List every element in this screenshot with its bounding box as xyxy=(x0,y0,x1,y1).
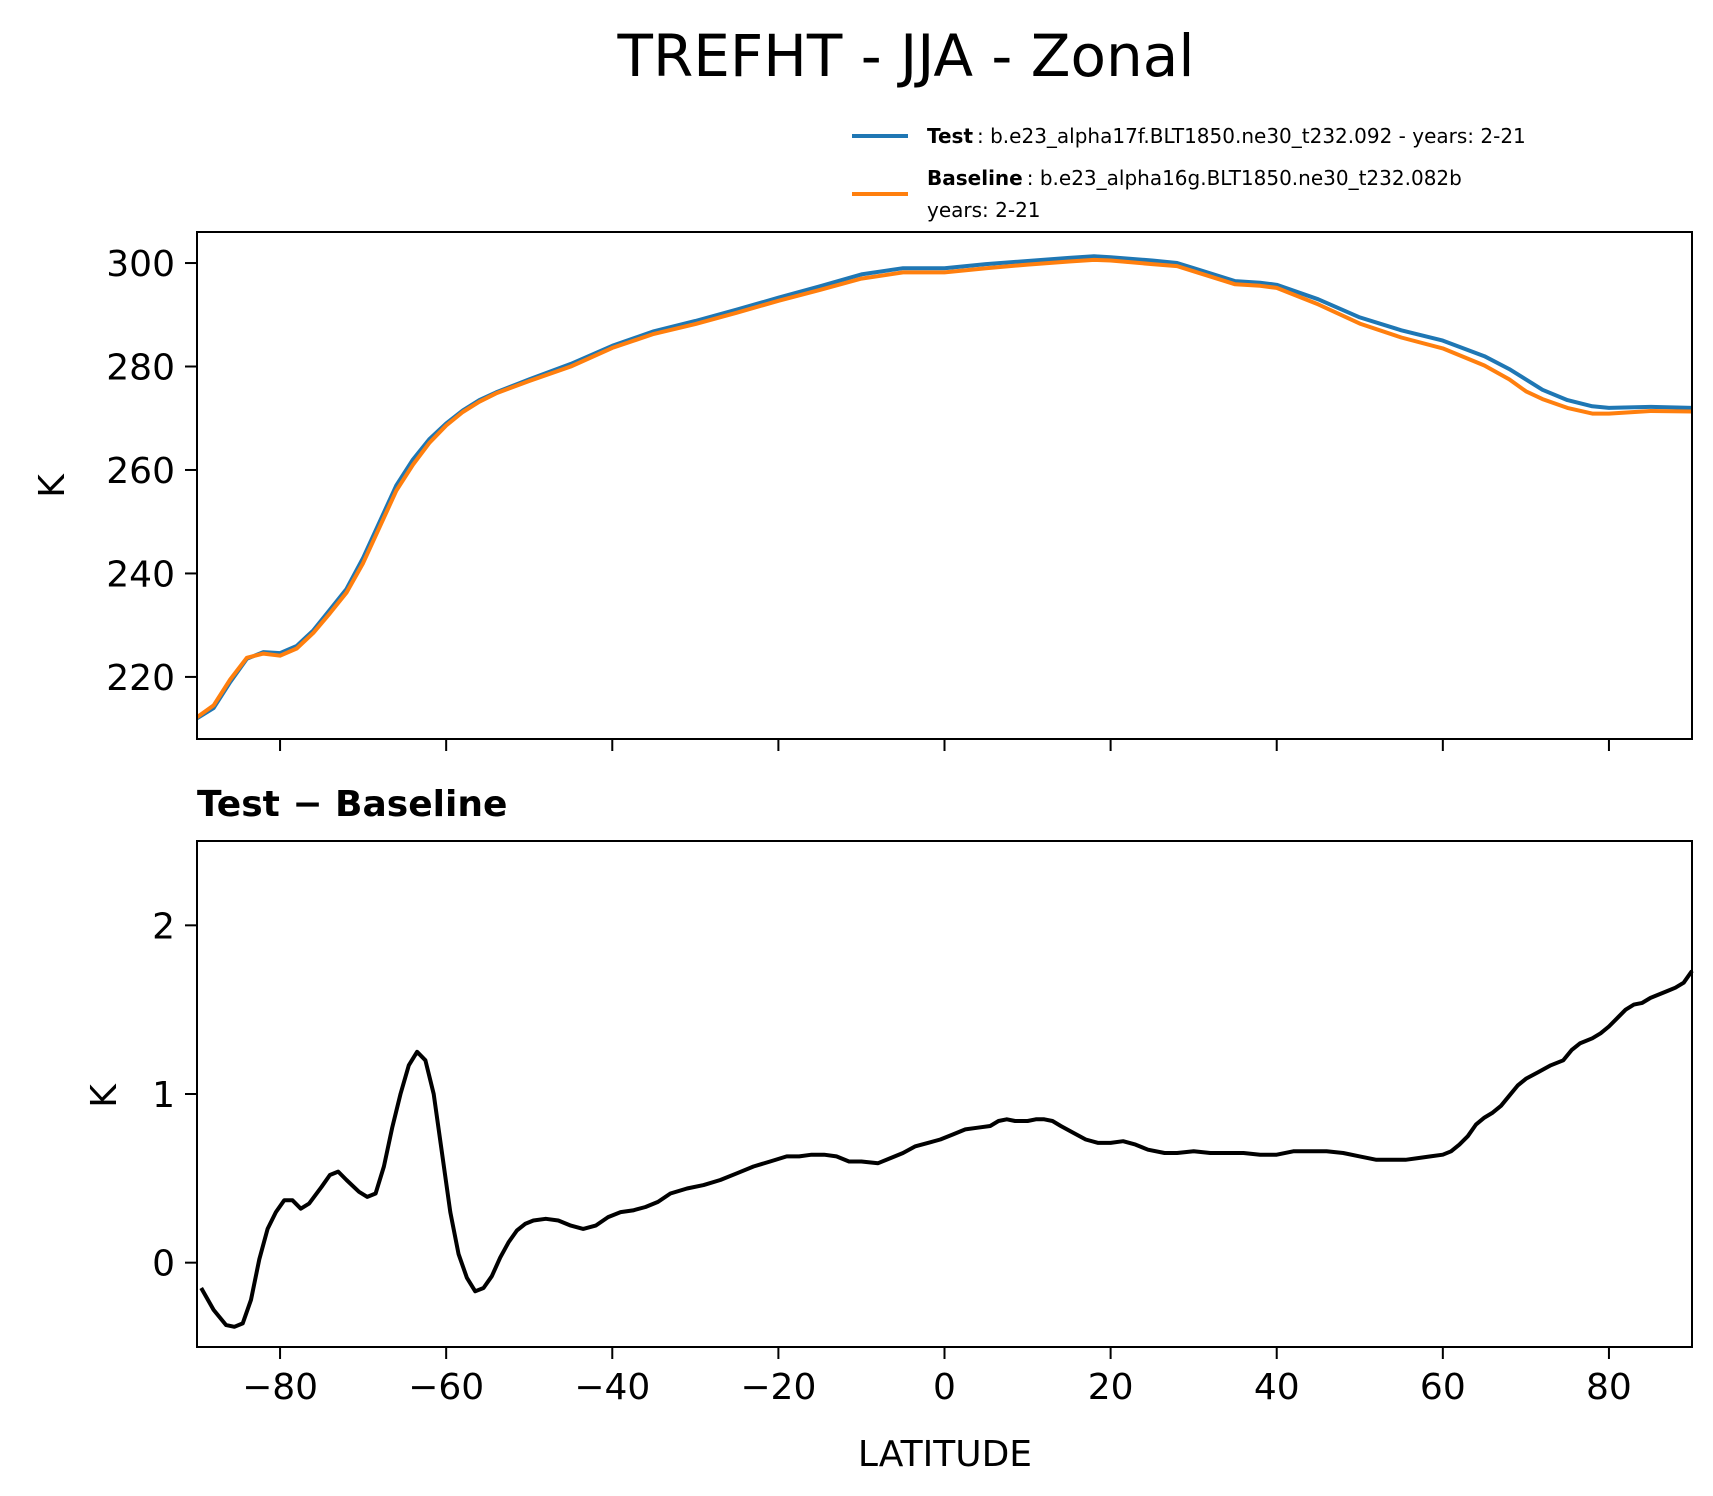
top-ytick-label: 260 xyxy=(106,451,175,492)
top-panel: 220 240 260 280 300 K xyxy=(32,231,1693,751)
top-series-line-0 xyxy=(195,254,1693,720)
bottom-ytick-label: 2 xyxy=(152,906,175,947)
top-ytick-label: 240 xyxy=(106,554,175,595)
top-axes-frame xyxy=(196,231,1693,740)
bottom-ytick-label: 1 xyxy=(152,1075,175,1116)
bottom-xlabel: LATITUDE xyxy=(858,1434,1032,1475)
top-ylabel: K xyxy=(32,473,73,498)
figure-title: TREFHT - JJA - Zonal xyxy=(617,22,1195,90)
top-series-group xyxy=(195,254,1693,720)
bottom-xtick-label: 60 xyxy=(1420,1367,1466,1408)
bottom-xtick-label: 20 xyxy=(1088,1367,1134,1408)
legend: Test: b.e23_alpha17f.BLT1850.ne30_t232.0… xyxy=(852,124,1526,222)
bottom-panel: Test − Baseline 0 1 2 −80 −60 −40 −20 0 20 40 60 80… xyxy=(84,784,1694,1475)
top-ytick-label: 300 xyxy=(106,244,175,285)
top-ytick-label: 220 xyxy=(106,658,175,699)
top-series-line-1 xyxy=(195,257,1693,719)
bottom-ticks-group: 0 1 2 −80 −60 −40 −20 0 20 40 60 80 xyxy=(152,906,1632,1408)
bottom-xtick-label: −80 xyxy=(242,1367,318,1408)
bottom-xtick-label: 0 xyxy=(933,1367,956,1408)
bottom-axes-frame xyxy=(196,840,1693,1348)
top-ticks-group: 220 240 260 280 300 xyxy=(106,244,1610,751)
legend-entry-test: Test: b.e23_alpha17f.BLT1850.ne30_t232.0… xyxy=(927,124,1526,148)
legend-key-baseline: Baseline xyxy=(927,166,1023,190)
bottom-ylabel: K xyxy=(84,1083,125,1108)
legend-desc-baseline-line2: years: 2-21 xyxy=(927,198,1041,222)
legend-desc-baseline: : b.e23_alpha16g.BLT1850.ne30_t232.082b xyxy=(1027,166,1462,190)
bottom-title: Test − Baseline xyxy=(197,784,507,825)
top-ytick-label: 280 xyxy=(106,348,175,389)
bottom-xtick-label: 80 xyxy=(1586,1367,1632,1408)
bottom-xtick-label: −40 xyxy=(574,1367,650,1408)
bottom-xtick-label: −60 xyxy=(408,1367,484,1408)
legend-desc-test: : b.e23_alpha17f.BLT1850.ne30_t232.092 -… xyxy=(977,124,1526,148)
bottom-ytick-label: 0 xyxy=(152,1244,175,1285)
bottom-xtick-label: 40 xyxy=(1254,1367,1300,1408)
legend-key-test: Test xyxy=(927,124,973,148)
bottom-series-group xyxy=(199,969,1694,1329)
legend-entry-baseline: Baseline: b.e23_alpha16g.BLT1850.ne30_t2… xyxy=(927,166,1462,190)
bottom-xtick-label: −20 xyxy=(740,1367,816,1408)
bottom-series-line-0 xyxy=(199,969,1694,1329)
